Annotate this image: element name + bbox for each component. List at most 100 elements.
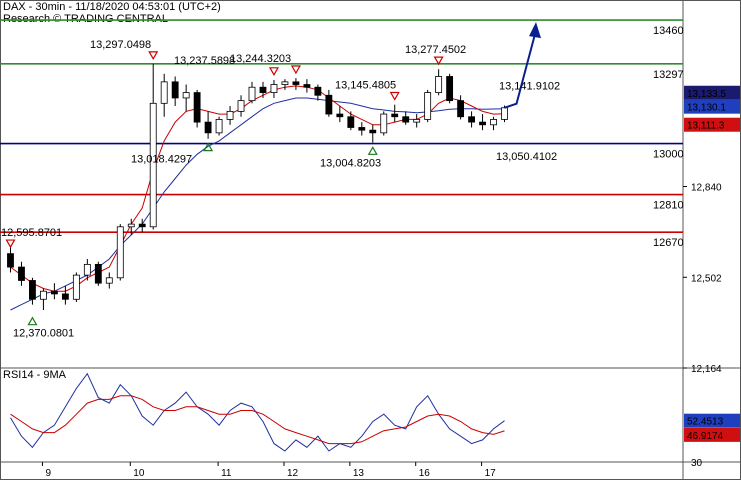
candle-body — [226, 110, 234, 120]
candle-body — [18, 266, 25, 281]
pivot-label: 13,141.9102 — [499, 80, 560, 92]
candle-body — [29, 280, 36, 300]
swing-high-marker — [5, 239, 16, 249]
swing-high-marker — [148, 51, 159, 61]
candle-body — [204, 121, 212, 134]
candle-body — [380, 113, 388, 134]
rsi-tick-label: 30 — [691, 458, 703, 469]
rsi-badge-label: 52.4513 — [687, 417, 724, 428]
candle-body — [490, 119, 497, 126]
time-tick-label: 10 — [133, 468, 145, 479]
swing-low-marker — [27, 316, 38, 326]
swing-high-marker — [433, 56, 444, 66]
candle-body — [292, 81, 300, 85]
candle-body — [259, 86, 267, 93]
swing-high-label: 13,145.4805 — [335, 80, 396, 92]
forecast-arrow-line — [504, 33, 536, 109]
candle-body — [402, 116, 410, 123]
candle-body — [347, 116, 355, 128]
price-badge-label: 13,130.1 — [687, 103, 726, 114]
candle-body — [446, 76, 454, 102]
time-tick-label: 16 — [419, 468, 431, 479]
rsi-ma-line — [10, 395, 505, 445]
time-tick-label: 13 — [353, 468, 365, 479]
swing-high-label: 13,297.0498 — [90, 39, 151, 51]
candle-body — [50, 290, 58, 295]
time-tick-label: 12 — [287, 468, 299, 479]
candle-body — [40, 290, 47, 300]
time-tick-label: 11 — [221, 468, 232, 479]
rsi-line — [10, 372, 505, 452]
candle-body — [193, 92, 201, 123]
candle-body — [501, 107, 508, 120]
candle-body — [314, 86, 322, 96]
candle-body — [457, 100, 465, 118]
chart-credit: Research © TRADING CENTRAL — [3, 13, 168, 25]
swing-low-marker — [203, 142, 214, 152]
candle-body — [325, 94, 333, 115]
price-tick-label: 12,840 — [691, 183, 722, 194]
candle-body — [83, 263, 91, 276]
candle-body — [237, 100, 245, 112]
rsi-badge-bg — [684, 413, 740, 428]
swing-high-label: 13,244.3203 — [230, 53, 291, 65]
ma-fast-line — [10, 85, 505, 292]
swing-low-marker — [367, 146, 378, 155]
swing-high-marker — [389, 91, 400, 101]
price-badge-bg — [684, 85, 740, 100]
candle-body — [127, 223, 135, 228]
price-tick-label: 12,164 — [691, 364, 722, 375]
swing-low-label: 13,004.8203 — [320, 157, 381, 169]
level-label-13000: 13000 — [653, 149, 684, 161]
swing-high-label: 13,277.4502 — [405, 44, 466, 56]
candle-body — [479, 121, 486, 126]
chart-title: DAX - 30min - 11/18/2020 04:53:01 (UTC+2… — [3, 1, 221, 13]
candle-body — [105, 277, 113, 284]
swing-low-label: 13,018.4297 — [131, 154, 192, 166]
candle-body — [435, 76, 443, 93]
swing-high-marker — [268, 67, 280, 77]
candle-body — [468, 116, 475, 123]
price-badge-bg — [684, 99, 740, 114]
price-badge-label: 13,111.3 — [687, 121, 725, 132]
candle-body — [413, 119, 421, 123]
level-label-12810: 12810 — [653, 200, 684, 212]
time-tick-label: 17 — [485, 468, 497, 479]
price-badge-bg — [684, 117, 740, 132]
ma-slow-line — [10, 97, 505, 311]
swing-high-label: 12,595.8701 — [1, 227, 62, 239]
rsi-badge-bg — [684, 427, 740, 442]
level-label-12670: 12670 — [653, 237, 684, 249]
candle-body — [7, 253, 14, 268]
candle-body — [358, 127, 366, 131]
candle-body — [171, 81, 179, 99]
candle-body — [72, 274, 80, 300]
candle-body — [270, 84, 278, 93]
candle-body — [116, 226, 124, 279]
price-badge-label: 13,133.5 — [687, 89, 726, 100]
level-label-13297: 13297 — [653, 69, 684, 81]
candle-body — [149, 102, 157, 228]
rsi-panel-title: RSI14 - 9MA — [3, 369, 67, 381]
candle-body — [215, 119, 223, 134]
pivot-label: 13,050.4102 — [496, 151, 557, 163]
forecast-arrow-head — [529, 22, 541, 39]
rsi-badge-label: 46.9174 — [687, 431, 724, 442]
level-label-13460: 13460 — [653, 25, 684, 37]
candle-body — [391, 113, 399, 118]
time-tick-label: 9 — [45, 468, 51, 479]
candle-body — [281, 81, 289, 85]
candle-body — [138, 223, 146, 228]
candle-body — [160, 81, 168, 104]
candle-body — [369, 129, 377, 134]
candle-body — [303, 84, 311, 88]
swing-high-label: 13,237.5898 — [174, 55, 235, 67]
candle-body — [336, 113, 344, 118]
candle-body — [424, 92, 432, 120]
candle-body — [61, 293, 69, 300]
candle-body — [248, 86, 256, 102]
price-tick-label: 12,502 — [691, 273, 722, 284]
candle-body — [182, 92, 190, 99]
swing-low-label: 12,370.0801 — [13, 328, 74, 340]
